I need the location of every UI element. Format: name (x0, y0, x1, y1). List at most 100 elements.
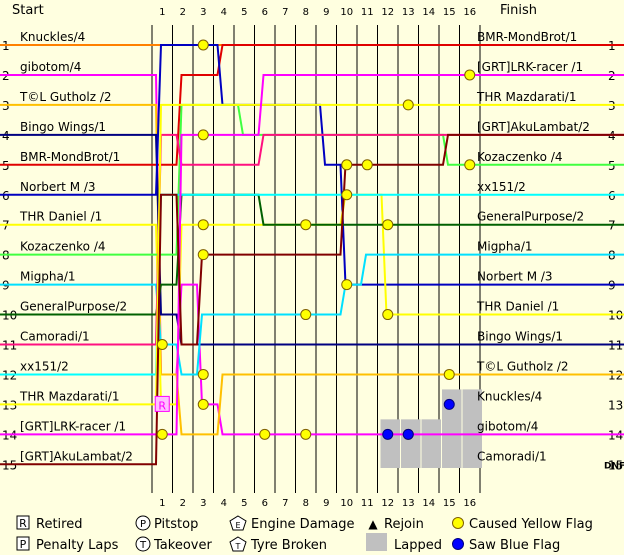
start-driver-label: [GRT]LRK-racer /1 (20, 419, 126, 433)
lap-tick-top: 6 (262, 7, 268, 18)
lap-tick-bottom: 3 (200, 498, 206, 509)
finish-driver-label: Knuckles/4 (477, 389, 542, 403)
finish-driver-label: Kozaczenko /4 (477, 150, 563, 164)
start-driver-label: [GRT]AkuLambat/2 (20, 449, 133, 463)
legend-engine-label: Engine Damage (251, 517, 355, 532)
finish-driver-label: BMR-MondBrot/1 (477, 30, 577, 44)
blue-flag-marker (382, 428, 394, 440)
lapped-block (401, 419, 421, 468)
legend-tyre-glyph: T (235, 542, 241, 551)
start-driver-label: Knuckles/4 (20, 30, 85, 44)
legend-penalty-label: Penalty Laps (36, 538, 119, 553)
legend-blue-flag: Saw Blue Flag (452, 538, 560, 553)
start-driver-label: BMR-MondBrot/1 (20, 150, 120, 164)
lapped-block (380, 419, 400, 468)
start-driver-label: T©L Gutholz /2 (19, 90, 112, 104)
driver-labels: Knuckles/4 gibotom/4 T©L Gutholz /2 Bingo W… (19, 30, 624, 471)
position-tick-right: 15 (608, 458, 623, 472)
lap-tick-bottom: 4 (221, 498, 227, 509)
legend-pitstop: P Pitstop (135, 515, 198, 532)
event-markers: R (154, 39, 476, 440)
legend-yellow-flag: Caused Yellow Flag (452, 517, 593, 532)
yellow-flag-marker (341, 159, 353, 171)
lap-tick-bottom: 15 (443, 498, 456, 509)
start-driver-label: Kozaczenko /4 (20, 240, 106, 254)
start-driver-label: THR Daniel /1 (19, 210, 102, 224)
series-line (0, 103, 624, 406)
start-driver-label: THR Mazdarati/1 (19, 389, 120, 403)
finish-driver-label: THR Daniel /1 (476, 300, 559, 314)
lapped-areas (380, 389, 482, 468)
lap-tick-bottom: 11 (361, 498, 374, 509)
lap-tick-bottom: 5 (241, 498, 247, 509)
lap-tick-bottom: 12 (381, 498, 394, 509)
legend-rejoin-label: Rejoin (384, 517, 424, 532)
retired-marker (154, 395, 170, 412)
lap-tick-top: 14 (422, 7, 435, 18)
legend-takeover-label: Takeover (153, 538, 212, 553)
lap-tick-top: 10 (340, 7, 353, 18)
lap-tick-bottom: 10 (340, 498, 353, 509)
lap-tick-top: 1 (159, 7, 165, 18)
legend-tyre: T Tyre Broken (229, 536, 327, 553)
yellow-flag-marker (156, 428, 168, 440)
lap-tick-bottom: 8 (303, 498, 309, 509)
yellow-flag-marker (259, 428, 271, 440)
legend: R Retired P Penalty Laps P Pitstop T Tak… (16, 515, 593, 553)
yellow-flag-marker (341, 279, 353, 291)
legend-pitstop-label: Pitstop (154, 517, 198, 532)
finish-driver-label: Norbert M /3 (477, 270, 553, 284)
legend-rejoin: ▲ Rejoin (368, 517, 423, 532)
yellow-flag-marker (197, 368, 209, 380)
yellow-flag-marker (361, 159, 373, 171)
start-driver-label: gibotom/4 (20, 60, 81, 74)
legend-takeover: T Takeover (135, 536, 212, 553)
yellow-flag-marker (197, 219, 209, 231)
lap-tick-top: 7 (282, 7, 288, 18)
lap-tick-bottom: 14 (422, 498, 435, 509)
legend-retired-glyph: R (19, 517, 27, 530)
yellow-flag-marker (341, 189, 353, 201)
legend-takeover-glyph: T (139, 540, 147, 551)
series-line (0, 44, 624, 166)
lap-tick-top: 13 (402, 7, 415, 18)
dnf-label: DNF (604, 461, 624, 471)
finish-heading: Finish (500, 3, 537, 18)
yellow-flag-marker (197, 249, 209, 261)
yellow-flag-marker (300, 219, 312, 231)
legend-yellow-label: Caused Yellow Flag (469, 517, 593, 532)
lap-tick-top: 5 (241, 7, 247, 18)
legend-lapped: Lapped (366, 533, 442, 553)
legend-penalty-glyph: P (20, 538, 27, 551)
lap-tick-top: 9 (323, 7, 329, 18)
lap-tick-bottom: 13 (402, 498, 415, 509)
series-line (0, 253, 624, 376)
yellow-flag-marker (197, 39, 209, 51)
legend-lapped-label: Lapped (394, 538, 442, 553)
start-driver-label: Migpha/1 (20, 270, 76, 284)
legend-retired: R Retired (16, 515, 82, 532)
start-driver-label: Norbert M /3 (20, 180, 96, 194)
lap-tick-top: 8 (303, 7, 309, 18)
lap-tick-top: 2 (180, 7, 186, 18)
finish-driver-label: [GRT]LRK-racer /1 (477, 60, 583, 74)
lapped-block (421, 419, 441, 468)
lap-tick-bottom: 9 (323, 498, 329, 509)
lap-tick-bottom: 7 (282, 498, 288, 509)
series-line (0, 133, 624, 346)
yellow-flag-marker (156, 339, 168, 350)
lap-tick-top: 16 (463, 7, 476, 18)
blue-flag-marker (443, 398, 455, 410)
lap-tick-bottom: 2 (180, 498, 186, 509)
lap-tick-top: 15 (443, 7, 456, 18)
blue-flag-marker (402, 428, 414, 440)
yellow-flag-marker (300, 428, 312, 440)
start-heading: Start (12, 3, 44, 18)
position-tick-right: 13 (608, 398, 623, 412)
yellow-flag-marker (464, 69, 476, 81)
series-line (0, 193, 624, 376)
yellow-flag-marker (300, 309, 312, 321)
finish-driver-label: T©L Gutholz /2 (476, 359, 569, 373)
lap-tick-top: 4 (221, 7, 227, 18)
